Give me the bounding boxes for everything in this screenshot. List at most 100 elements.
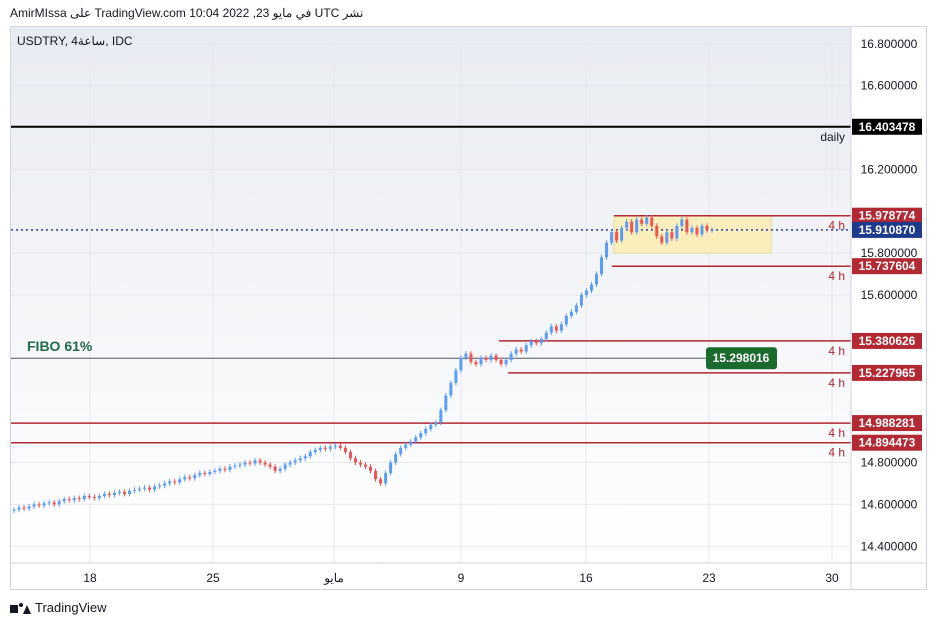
price-tag-text: 14.988281 [859, 416, 916, 430]
candle-body [635, 219, 639, 233]
price-tag-text: 15.910870 [859, 223, 916, 237]
candle-body [92, 497, 96, 499]
candle-body [524, 345, 528, 352]
tradingview-logo-icon [10, 601, 31, 615]
candle-body [434, 422, 438, 425]
candle-body [358, 462, 362, 465]
candle-body [22, 507, 26, 509]
candle-body [293, 460, 297, 463]
candle-body [318, 447, 322, 450]
candle-body [364, 464, 368, 467]
candle-body [47, 502, 51, 504]
candle-body [148, 487, 152, 490]
candle-body [389, 462, 393, 473]
chart-frame[interactable] [10, 26, 927, 590]
price-tag [852, 332, 922, 349]
y-tick-label: 14.600000 [861, 497, 918, 511]
price-tag [852, 221, 922, 238]
candle-body [690, 228, 694, 233]
candle-body [685, 219, 689, 233]
candle-body [27, 506, 31, 509]
candle-body [519, 349, 523, 352]
price-tag-text: 14.894473 [859, 436, 916, 450]
candle-body [474, 362, 478, 365]
candle-body [308, 452, 312, 457]
candle-body [112, 492, 116, 495]
candle-body [313, 449, 317, 453]
candle-body [564, 315, 568, 325]
candle-body [504, 359, 508, 365]
candle-body [228, 466, 232, 470]
candle-body [605, 242, 609, 258]
candle-body [625, 221, 629, 228]
candle-body [268, 464, 272, 467]
candle-body [449, 382, 453, 396]
candle-body [82, 496, 86, 500]
x-tick-label: 9 [458, 571, 465, 585]
level-timeframe-label: 4 h [828, 269, 845, 283]
candle-body [554, 326, 558, 331]
candle-body [374, 470, 378, 480]
candle-body [133, 489, 137, 491]
candle-body [158, 485, 162, 487]
candle-body [459, 357, 463, 371]
x-tick-label: 25 [206, 571, 220, 585]
candle-body [17, 507, 21, 510]
candle-body [193, 475, 197, 479]
candle-body [544, 332, 548, 339]
candle-body [273, 466, 277, 471]
candle-body [348, 452, 352, 459]
fibo-value-tag [706, 347, 777, 370]
candle-body [253, 460, 257, 464]
candle-body [278, 468, 282, 471]
candle-body [328, 446, 332, 449]
y-tick-label: 14.400000 [861, 539, 918, 553]
candle-body [479, 357, 483, 365]
candle-body [429, 424, 433, 429]
candle-body [600, 257, 604, 275]
candle-body [102, 493, 106, 496]
candle-body [680, 219, 684, 226]
candle-body [62, 499, 66, 502]
candle-body [87, 496, 91, 498]
candle-body [143, 487, 147, 489]
chart-header: AmirMIssa على TradingView.com في مايو 23… [10, 6, 364, 20]
price-tag-text: 15.227965 [859, 366, 916, 380]
footer-brand: TradingView [35, 600, 107, 615]
x-tick-label: 16 [579, 571, 593, 585]
candle-body [379, 479, 383, 484]
candle-body [414, 437, 418, 442]
candle-body [574, 305, 578, 312]
candle-body [534, 341, 538, 344]
level-timeframe-label: 4 h [828, 426, 845, 440]
price-tag [852, 434, 922, 451]
candle-body [97, 496, 101, 499]
candle-body [243, 462, 247, 465]
y-tick-label: 15.600000 [861, 288, 918, 302]
candle-body [218, 468, 222, 471]
y-tick-label: 14.800000 [861, 456, 918, 470]
candle-body [233, 465, 237, 467]
level-timeframe-label: 4 h [828, 446, 845, 460]
candle-body [369, 466, 373, 471]
level-timeframe-label: 4 h [828, 376, 845, 390]
candle-body [384, 472, 388, 484]
candle-body [298, 458, 302, 461]
candle-body [117, 491, 121, 493]
candle-body [338, 445, 342, 448]
price-tag [852, 415, 922, 432]
footer[interactable]: TradingView [10, 600, 107, 615]
candle-body [404, 444, 408, 448]
candle-body [640, 219, 644, 224]
candle-body [303, 456, 307, 459]
price-tag-text: 15.978774 [859, 209, 916, 223]
candle-body [238, 464, 242, 466]
candle-body [675, 225, 679, 239]
candle-body [439, 410, 443, 423]
candle-body [333, 445, 337, 447]
candle-body [700, 225, 704, 235]
candle-body [77, 498, 81, 500]
candle-body [258, 460, 262, 463]
candle-body [409, 441, 413, 445]
